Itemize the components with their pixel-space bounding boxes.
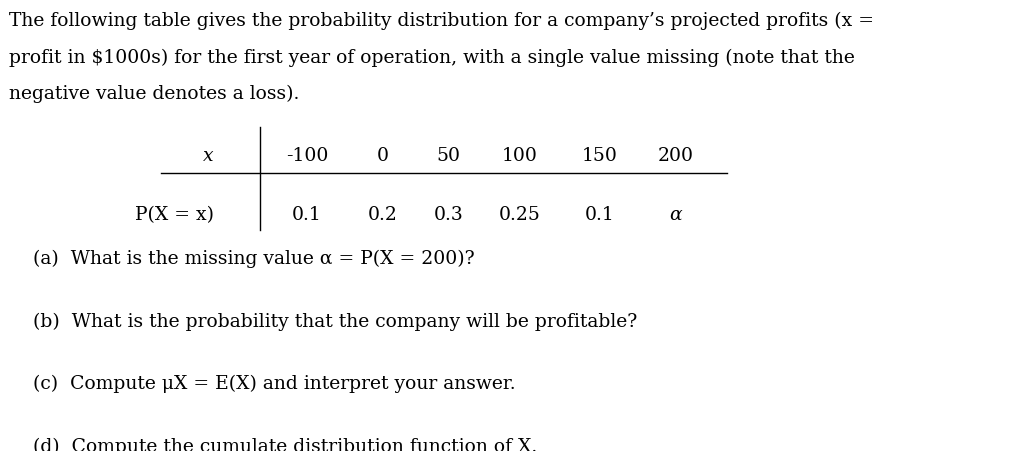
Text: 50: 50	[436, 147, 461, 165]
Text: 0.25: 0.25	[499, 206, 541, 224]
Text: 100: 100	[502, 147, 538, 165]
Text: (d)  Compute the cumulate distribution function of X.: (d) Compute the cumulate distribution fu…	[33, 437, 538, 451]
Text: negative value denotes a loss).: negative value denotes a loss).	[9, 85, 300, 103]
Text: -100: -100	[286, 147, 329, 165]
Text: 0.2: 0.2	[368, 206, 397, 224]
Text: 150: 150	[582, 147, 617, 165]
Text: 0: 0	[377, 147, 388, 165]
Text: 0.1: 0.1	[292, 206, 322, 224]
Text: P(X = x): P(X = x)	[135, 206, 214, 224]
Text: profit in $1000s) for the first year of operation, with a single value missing (: profit in $1000s) for the first year of …	[9, 48, 855, 67]
Text: 0.1: 0.1	[585, 206, 614, 224]
Text: (a)  What is the missing value α = P(X = 200)?: (a) What is the missing value α = P(X = …	[33, 250, 475, 268]
Text: 200: 200	[657, 147, 693, 165]
Text: (c)  Compute μX = E(X) and interpret your answer.: (c) Compute μX = E(X) and interpret your…	[33, 375, 516, 393]
Text: (b)  What is the probability that the company will be profitable?: (b) What is the probability that the com…	[33, 313, 637, 331]
Text: α: α	[669, 206, 682, 224]
Text: 0.3: 0.3	[434, 206, 464, 224]
Text: The following table gives the probability distribution for a company’s projected: The following table gives the probabilit…	[9, 12, 874, 30]
Text: x: x	[203, 147, 213, 165]
